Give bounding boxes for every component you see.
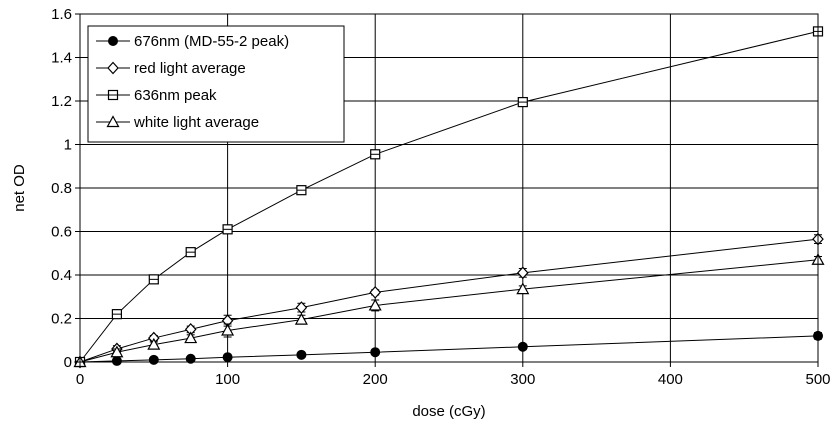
data-point: [111, 355, 122, 366]
data-point: [294, 312, 308, 325]
legend-marker: [107, 61, 119, 75]
legend-label: red light average: [134, 60, 246, 77]
legend-box: [87, 25, 345, 143]
y-tick-label: 1.6: [51, 6, 72, 23]
y-tick-label: 0.2: [51, 311, 72, 328]
legend-label: 676nm (MD-55-2 peak): [134, 33, 289, 50]
data-point: [296, 185, 307, 196]
series-layer: [73, 26, 825, 369]
x-tick-label: 200: [363, 371, 388, 388]
legend-label: 636nm peak: [134, 87, 217, 104]
data-point: [185, 247, 196, 258]
y-tick-label: 0.8: [51, 180, 72, 197]
legend-marker: [106, 115, 120, 128]
data-point: [368, 298, 382, 311]
series-4: [73, 253, 825, 368]
x-tick-label: 300: [510, 371, 535, 388]
y-tick-label: 1.2: [51, 93, 72, 110]
data-point: [296, 349, 307, 360]
data-point: [517, 341, 528, 352]
data-point: [517, 96, 528, 108]
y-tick-label: 1: [64, 137, 72, 154]
data-point: [148, 274, 159, 285]
data-point: [110, 345, 124, 358]
y-tick-label: 0.4: [51, 267, 72, 284]
y-axis-title: net OD: [11, 164, 28, 212]
y-tick-label: 0: [64, 354, 72, 371]
data-point: [222, 224, 233, 235]
data-point: [147, 337, 161, 350]
x-axis-title: dose (cGy): [412, 403, 485, 420]
x-tick-label: 500: [805, 371, 830, 388]
data-point: [516, 266, 529, 280]
ticks: 0 0.2 0.4 0.6 0.8 1 1.2 1.4 1.6 0 100 200 300 400 500: [51, 6, 830, 388]
y-tick-label: 1.4: [51, 50, 72, 67]
data-point: [369, 286, 382, 299]
data-point: [370, 347, 381, 358]
data-point: [111, 309, 123, 320]
data-point: [148, 354, 159, 365]
x-tick-label: 400: [658, 371, 683, 388]
x-tick-label: 0: [76, 371, 84, 388]
data-point: [221, 323, 235, 336]
data-point: [222, 352, 233, 363]
legend-marker: [108, 36, 118, 46]
data-point: [516, 282, 530, 295]
legend-marker: [107, 89, 119, 101]
legend-label: white light average: [133, 114, 259, 131]
y-tick-label: 0.6: [51, 224, 72, 241]
data-point: [184, 331, 198, 344]
data-point: [370, 149, 381, 160]
legend: 676nm (MD-55-2 peak) red light average 636…: [87, 25, 345, 143]
data-point: [185, 353, 196, 364]
x-tick-label: 100: [215, 371, 240, 388]
series-1: [75, 330, 823, 367]
